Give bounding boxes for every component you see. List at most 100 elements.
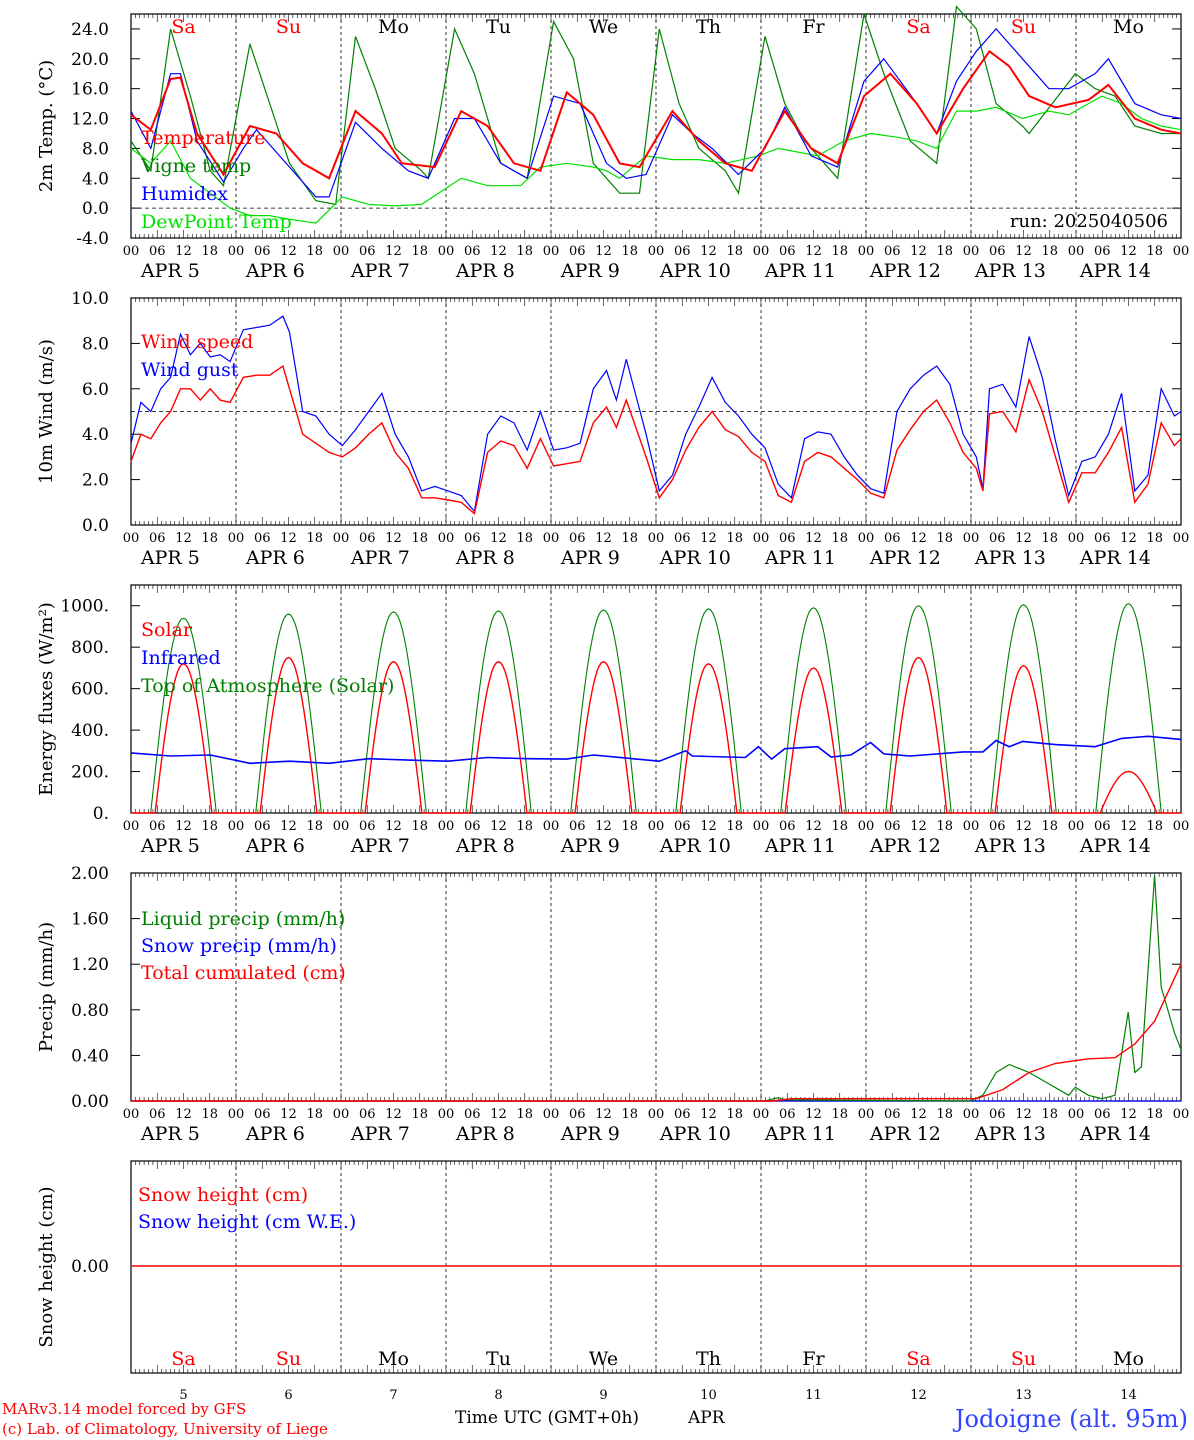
hour-tick-label: 06 [464,819,481,834]
y-tick-label: 0.40 [71,1046,109,1066]
legend-entry: Temperature [141,127,265,149]
date-label: APR 6 [245,1123,305,1145]
hour-tick-label: 18 [726,1107,743,1122]
day-name: Su [276,16,301,38]
hour-tick-label: 18 [726,531,743,546]
day-name: We [589,16,618,38]
hour-tick-label: 18 [1041,531,1058,546]
hour-tick-label: 00 [543,819,560,834]
hour-tick-label: 00 [123,819,140,834]
y-tick-label: 0.80 [71,1001,109,1021]
hour-tick-label: 00 [333,244,350,259]
day-name: Sa [906,16,930,38]
legend-entry: DewPoint Temp [141,211,292,233]
hour-tick-label: 18 [1146,1107,1163,1122]
hour-tick-label: 18 [726,244,743,259]
date-label: APR 5 [140,547,200,569]
hour-tick-label: 18 [201,244,218,259]
hour-tick-label: 18 [1146,244,1163,259]
hour-tick-label: 00 [1068,531,1085,546]
hour-tick-label: 06 [464,244,481,259]
hour-tick-label: 06 [569,1107,586,1122]
y-tick-label: 1.20 [71,955,109,975]
date-label: APR 10 [659,260,731,282]
hour-tick-label: 00 [648,244,665,259]
day-name: Su [276,1348,301,1370]
panel-2-y-axis: 0.0 2.0 4.0 6.0 8.0 10.0 10m Wind (m/s) [36,289,1181,536]
hour-tick-label: 06 [149,244,166,259]
date-label: APR 6 [245,547,305,569]
series-wind-speed-line [130,364,1182,515]
hour-tick-label: 00 [228,244,245,259]
hour-tick-label: 12 [175,531,192,546]
date-label: APR 12 [869,547,941,569]
hour-tick-label: 00 [228,1107,245,1122]
hour-tick-label: 12 [385,244,402,259]
hour-tick-label: 00 [648,531,665,546]
hour-tick-label: 00 [648,819,665,834]
hour-tick-label: 06 [359,531,376,546]
y-tick-label: 10.0 [71,289,109,309]
hour-tick-label: 18 [831,819,848,834]
hour-tick-label: 18 [306,531,323,546]
day-name: Tu [486,1348,511,1370]
date-label: APR 5 [140,835,200,857]
date-label: APR 12 [869,835,941,857]
hour-tick-label: 00 [753,531,770,546]
day-number: 5 [179,1388,187,1403]
hour-tick-label: 06 [254,819,271,834]
date-label: APR 14 [1079,835,1151,857]
hour-tick-label: 06 [989,244,1006,259]
y-tick-label: 2.00 [71,864,109,884]
hour-tick-label: 12 [175,819,192,834]
hour-tick-label: 00 [333,819,350,834]
hour-tick-label: 12 [1120,819,1137,834]
hour-tick-label: 18 [411,244,428,259]
date-label: APR 9 [560,835,620,857]
day-name: Th [696,1348,721,1370]
footer-credit-lab: (c) Lab. of Climatology, University of L… [2,1420,328,1438]
day-name: Su [1011,1348,1036,1370]
day-name: We [589,1348,618,1370]
series-infrared-line [130,735,1182,765]
hour-tick-label: 12 [280,531,297,546]
y-tick-label: 4.0 [82,169,109,189]
hour-tick-label: 06 [569,819,586,834]
hour-tick-label: 12 [1015,531,1032,546]
day-number: 9 [599,1388,607,1403]
hour-tick-label: 06 [674,531,691,546]
hour-tick-label: 06 [989,1107,1006,1122]
y-tick-label: 16.0 [71,80,109,100]
hour-tick-label: 12 [280,819,297,834]
hour-tick-label: 00 [123,1107,140,1122]
panel-2-legend: Wind speed Wind gust [141,331,253,381]
hour-tick-label: 06 [779,1107,796,1122]
date-label: APR 8 [455,547,515,569]
date-label: APR 8 [455,260,515,282]
hour-tick-label: 12 [280,244,297,259]
x-axis-month: APR [687,1408,726,1428]
hour-tick-label: 18 [306,244,323,259]
panel-1-y-axis: -4.0 0.0 4.0 8.0 12.0 16.0 20.0 24.0 2m Temp. (°… [36,20,1181,249]
hour-tick-label: 18 [1041,819,1058,834]
hour-tick-label: 12 [805,819,822,834]
date-label: APR 11 [764,1123,836,1145]
date-label: APR 14 [1079,1123,1151,1145]
hour-tick-label: 12 [490,819,507,834]
legend-entry: Total cumulated (cm) [141,962,346,984]
hour-tick-label: 18 [831,244,848,259]
hour-tick-label: 06 [359,819,376,834]
legend-entry: Top of Atmosphere (Solar) [141,675,394,697]
hour-tick-label: 00 [1173,531,1190,546]
hour-tick-label: 12 [595,531,612,546]
hour-tick-label: 18 [1041,244,1058,259]
hour-tick-label: 06 [1094,531,1111,546]
panel-4-frame [130,872,1182,1102]
day-name: Th [696,16,721,38]
hour-tick-label: 00 [753,244,770,259]
hour-tick-label: 00 [333,1107,350,1122]
hour-tick-label: 00 [543,1107,560,1122]
hour-tick-label: 12 [1015,1107,1032,1122]
